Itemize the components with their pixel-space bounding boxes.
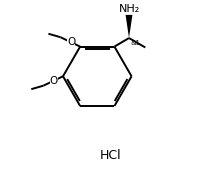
Text: O: O (67, 37, 75, 47)
Polygon shape (126, 15, 133, 38)
Text: O: O (50, 76, 58, 86)
Text: &1: &1 (130, 40, 140, 46)
Text: HCl: HCl (100, 149, 122, 162)
Text: NH₂: NH₂ (118, 3, 140, 13)
